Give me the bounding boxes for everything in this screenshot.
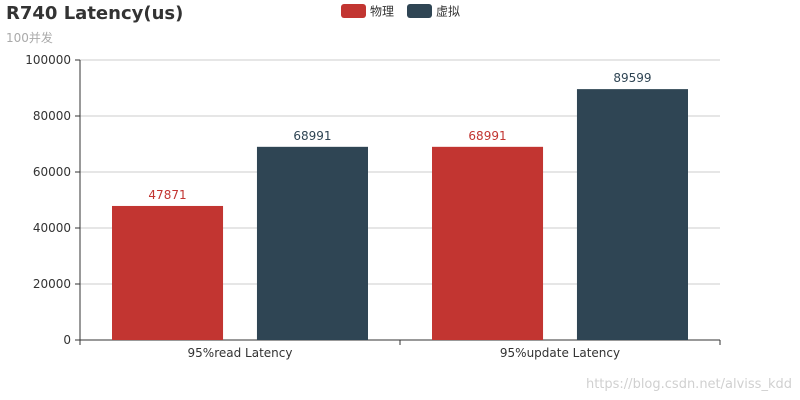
- y-tick-label: 20000: [33, 277, 71, 291]
- bars: [112, 89, 688, 340]
- legend-label: 虚拟: [436, 5, 460, 19]
- watermark: https://blog.csdn.net/alviss_kdd: [586, 377, 792, 392]
- legend-swatch: [407, 4, 432, 18]
- data-label: 89599: [613, 71, 651, 85]
- legend-label: 物理: [370, 5, 394, 19]
- y-tick-label: 40000: [33, 221, 71, 235]
- legend-item[interactable]: 虚拟: [407, 4, 460, 19]
- y-tick-label: 60000: [33, 165, 71, 179]
- y-axis: 0 20000 40000 60000 80000 100000: [25, 53, 81, 347]
- data-labels: 47871 68991 68991 89599: [148, 71, 651, 202]
- legend-swatch: [341, 4, 366, 18]
- bar[interactable]: [112, 205, 224, 340]
- x-tick-label: 95%read Latency: [188, 346, 293, 360]
- y-tick-label: 0: [63, 333, 71, 347]
- chart-subtitle: 100并发: [6, 30, 53, 45]
- legend: 物理 虚拟: [341, 4, 460, 19]
- y-tick-label: 100000: [25, 53, 71, 67]
- data-label: 68991: [468, 129, 506, 143]
- bar[interactable]: [432, 146, 544, 340]
- y-tick-label: 80000: [33, 109, 71, 123]
- data-label: 47871: [148, 188, 186, 202]
- legend-item[interactable]: 物理: [341, 4, 394, 19]
- data-label: 68991: [293, 129, 331, 143]
- chart-title: R740 Latency(us): [6, 3, 183, 24]
- x-tick-label: 95%update Latency: [500, 346, 620, 360]
- x-axis: 95%read Latency 95%update Latency: [79, 339, 721, 360]
- bar[interactable]: [576, 89, 688, 340]
- bar[interactable]: [256, 146, 368, 340]
